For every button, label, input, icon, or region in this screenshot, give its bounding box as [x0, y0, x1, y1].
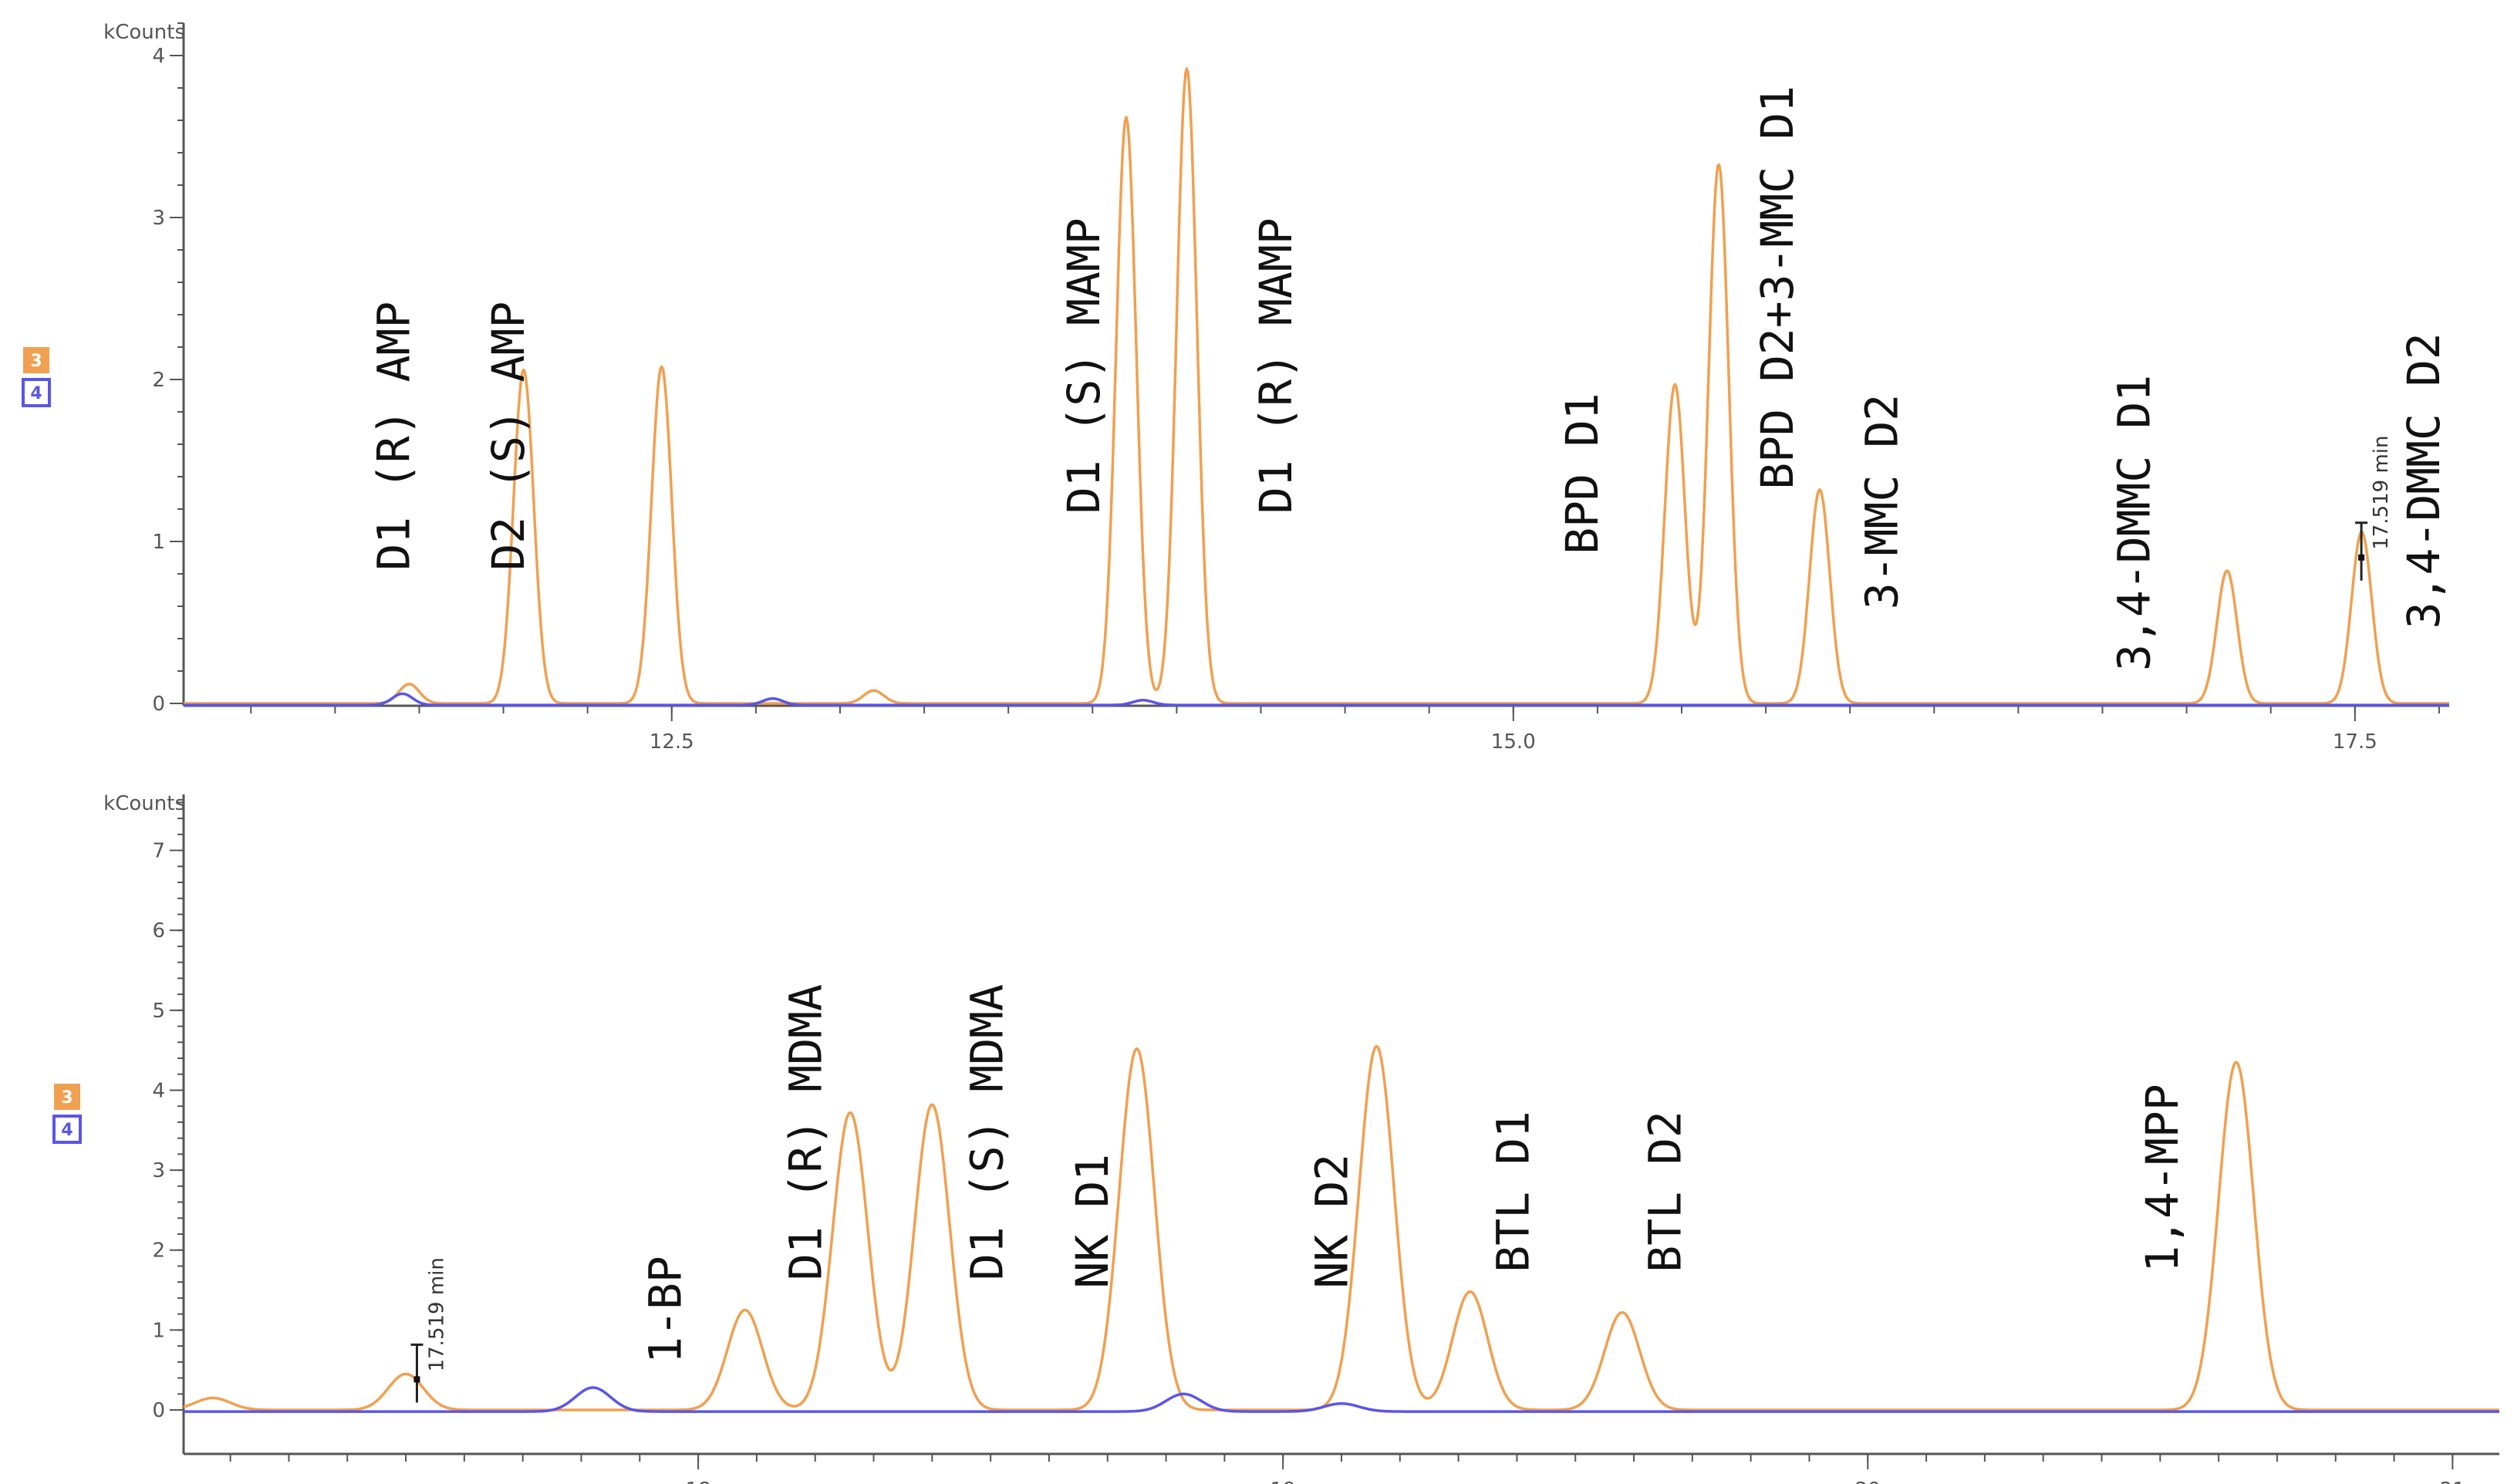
peak-label: 1-BP	[639, 1256, 691, 1364]
trace-3-orange	[183, 67, 2450, 705]
y-axis-unit-label: kCounts	[103, 792, 185, 815]
legend-badge-4[interactable]: 4	[22, 378, 51, 407]
legend-badge-label: 4	[30, 384, 42, 403]
peak-label: D1 (R) MAMP	[1250, 218, 1302, 514]
y-axis-unit-label: kCounts	[103, 21, 185, 44]
legend-badge-label: 3	[30, 352, 42, 371]
peak-label: BPD D2+3-MMC D1	[1751, 86, 1804, 490]
x-tick-label: 21	[2440, 1479, 2465, 1484]
y-tick-label: 1	[152, 531, 165, 554]
peak-label: BPD D1	[1556, 393, 1608, 555]
x-tick-label: 12.5	[650, 730, 694, 754]
y-tick-label: 0	[152, 1399, 165, 1422]
marker-time-label: 17.519 min	[2370, 436, 2393, 550]
x-tick-label: 20	[1855, 1479, 1881, 1484]
legend-badge-label: 3	[61, 1088, 73, 1108]
time-marker[interactable]: 17.519 min	[410, 1257, 449, 1403]
marker-time-label: 17.519 min	[426, 1257, 449, 1371]
y-tick-label: 4	[152, 45, 165, 68]
legend-badge-label: 4	[61, 1121, 73, 1140]
peak-label: 1,4-MPP	[2136, 1084, 2188, 1272]
trace-3-orange	[183, 1044, 2500, 1411]
y-tick-label: 7	[152, 840, 165, 863]
peak-label: BTL D1	[1487, 1111, 1540, 1273]
time-marker[interactable]: 17.519 min	[2355, 436, 2393, 581]
y-tick-label: 2	[152, 369, 165, 392]
peak-label: D2 (S) AMP	[482, 302, 535, 571]
y-tick-label: 4	[152, 1079, 165, 1102]
peak-label: NK D1	[1066, 1154, 1119, 1289]
trace-4-blue	[183, 1386, 2500, 1413]
peak-label: D1 (R) AMP	[367, 302, 420, 571]
trace-4-blue	[183, 692, 2450, 707]
y-tick-label: 2	[152, 1239, 165, 1263]
marker-point	[2358, 554, 2365, 561]
peak-label: 3,4-DMMC D1	[2108, 375, 2161, 671]
peak-label: D1 (S) MDMA	[960, 984, 1013, 1280]
peak-label: D1 (R) MDMA	[779, 984, 832, 1280]
legend-badge-3[interactable]: 3	[54, 1084, 80, 1110]
y-tick-label: 6	[152, 919, 165, 943]
peak-label: 3-MMC D2	[1855, 394, 1908, 609]
y-tick-label: 0	[152, 693, 165, 716]
x-tick-label: 17.5	[2333, 730, 2377, 754]
peak-label: NK D2	[1306, 1154, 1358, 1289]
y-tick-label: 1	[152, 1319, 165, 1342]
x-tick-label: 18	[686, 1479, 711, 1484]
legend-badge-3[interactable]: 3	[23, 347, 49, 373]
y-tick-label: 3	[152, 1159, 165, 1182]
x-tick-label: 15.0	[1491, 730, 1536, 754]
peak-label: D1 (S) MAMP	[1058, 218, 1110, 514]
x-tick-label: 19	[1270, 1479, 1296, 1484]
y-tick-label: 5	[152, 1000, 165, 1023]
peak-label: BTL D2	[1639, 1111, 1692, 1273]
legend-badge-4[interactable]: 4	[52, 1115, 82, 1144]
peak-label: 3,4-DMMC D2	[2398, 332, 2450, 629]
bottom-chromatogram-panel: 18 19 20 21 0 1 2 3 4 5 6 7 kCounts 3 4 1-BP D1 (R) MDMA…	[52, 792, 2500, 1484]
y-tick-label: 3	[152, 207, 165, 230]
marker-point	[413, 1376, 420, 1383]
